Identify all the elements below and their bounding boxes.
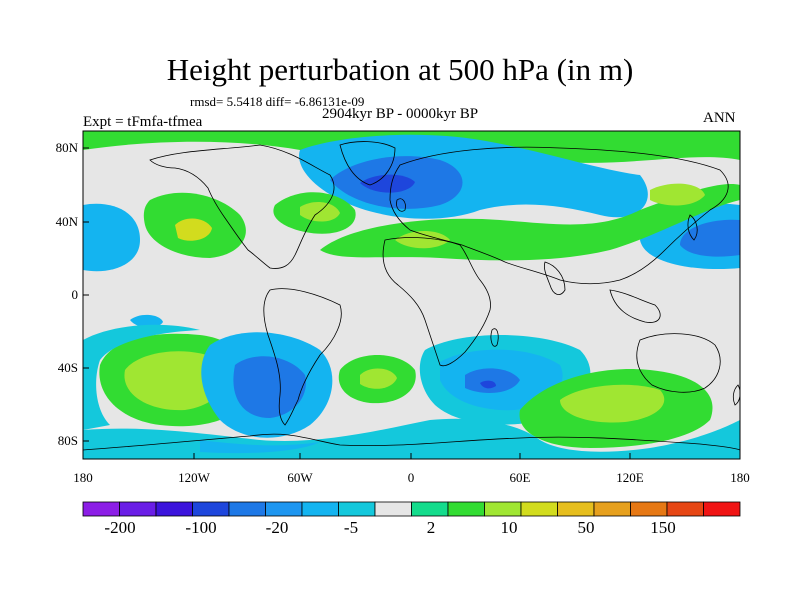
colorbar	[82, 501, 741, 517]
contour-south-america-low-core	[233, 356, 306, 418]
colorbar-swatch	[265, 501, 303, 517]
colorbar-swatch	[338, 501, 376, 517]
contour-west-pacific-low	[83, 203, 140, 272]
coastline-antarctica	[83, 433, 740, 451]
coastline-uk	[396, 198, 406, 212]
contour-southern-ocean-low-mid	[200, 440, 320, 454]
colorbar-swatch	[411, 501, 449, 517]
contour-south-pacific-core	[124, 351, 226, 411]
season-label: ANN	[703, 110, 736, 126]
colorbar-swatch	[593, 501, 631, 517]
contour-siberia-core	[650, 183, 705, 206]
lon-label-120e: 120E	[616, 470, 644, 485]
coastline-greenland	[339, 141, 396, 186]
colorbar-swatch	[155, 501, 193, 517]
colorbar-swatch	[666, 501, 704, 517]
contour-australia-core	[560, 384, 665, 423]
colorbar-swatch	[192, 501, 230, 517]
colorbar-swatch	[119, 501, 157, 517]
contour-south-atlantic-rim	[330, 339, 436, 424]
contour-indian-ocean-low-center	[480, 380, 496, 389]
colorbar-label-10: 10	[500, 518, 518, 537]
colorbar-label-2: 2	[426, 518, 436, 537]
colorbar-label-neg100: -100	[185, 518, 217, 537]
coastline-north-america	[149, 144, 335, 269]
colorbar-swatch	[374, 501, 412, 517]
contour-south-pacific-rim	[83, 324, 200, 430]
contour-indian-ocean-low-core	[465, 368, 520, 393]
lon-label-0: 0	[407, 470, 415, 485]
lat-label-80n: 80N	[55, 140, 78, 155]
lat-label-0: 0	[71, 287, 79, 302]
colorbar-swatch	[630, 501, 668, 517]
colorbar-label-150: 150	[650, 518, 676, 537]
colorbar-swatch	[520, 501, 558, 517]
axis-ticks	[83, 147, 631, 459]
lon-label-180-west: 180	[73, 470, 93, 485]
lon-label-120w: 120W	[178, 470, 210, 485]
coastline-eurasia	[389, 146, 729, 285]
colorbar-label-neg5: -5	[343, 518, 359, 537]
lat-label-40s: 40S	[57, 360, 78, 375]
experiment-label: Expt = tFmfa-tfmea	[83, 114, 203, 130]
lat-label-80s: 80S	[57, 433, 78, 448]
coastline-south-america	[263, 288, 342, 426]
period-text: 2904kyr BP - 0000kyr BP	[322, 106, 479, 122]
colorbar-swatch	[557, 501, 595, 517]
colorbar-swatch	[703, 501, 741, 517]
coastline-madagascar	[490, 328, 499, 347]
contour-field	[83, 131, 740, 459]
colorbar-swatch	[228, 501, 266, 517]
coastline-india	[543, 261, 566, 295]
lon-label-60e: 60E	[509, 470, 531, 485]
lon-label-60w: 60W	[287, 470, 313, 485]
coastline-africa	[382, 237, 491, 367]
coastline-australia	[636, 333, 721, 393]
colorbar-label-neg200: -200	[104, 518, 136, 537]
contour-east-asia-core	[680, 219, 740, 257]
colorbar-swatch	[82, 501, 120, 517]
contour-north-pacific-core	[175, 218, 212, 241]
coastline-southeast-asia	[609, 289, 661, 323]
colorbar-swatch	[447, 501, 485, 517]
coastlines	[83, 141, 740, 451]
stats-text: rmsd= 5.5418 diff= -6.86131e-09	[190, 94, 365, 109]
coastline-japan	[687, 214, 698, 241]
colorbar-swatch	[484, 501, 522, 517]
plot-title: Height perturbation at 500 hPa (in m)	[166, 52, 634, 87]
contour-south-atlantic-core	[360, 368, 397, 389]
contour-north-atlantic-center	[360, 174, 415, 193]
lon-label-180-east: 180	[730, 470, 750, 485]
colorbar-label-neg20: -20	[265, 518, 289, 537]
colorbar-label-50: 50	[577, 518, 595, 537]
contour-mediterranean-core	[395, 231, 450, 249]
contour-tropical-pacific-low	[130, 314, 163, 328]
lat-label-40n: 40N	[55, 214, 78, 229]
colorbar-swatch	[301, 501, 339, 517]
